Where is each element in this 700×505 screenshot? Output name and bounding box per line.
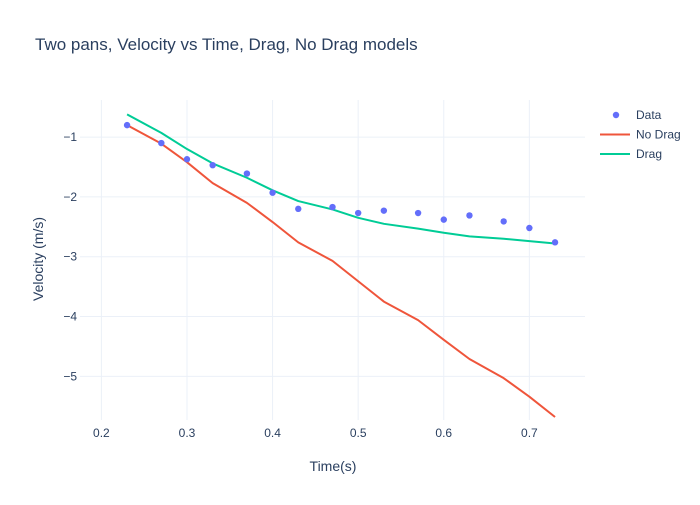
series-line-no-drag [126, 124, 556, 418]
data-point-data [123, 121, 131, 129]
legend[interactable]: Data No Drag Drag [600, 108, 681, 161]
x-tick-label: 0.3 [179, 426, 196, 440]
y-tick-label: −5 [63, 369, 77, 383]
legend-item-no-drag[interactable]: No Drag [600, 128, 681, 142]
y-axis-label: Velocity (m/s) [30, 217, 46, 301]
x-tick-label: 0.7 [521, 426, 538, 440]
axis-layer: 0.2 0.3 0.4 0.5 0.6 0.7 −1 −2 −3 −4 −5 [63, 130, 538, 440]
legend-swatch-data [612, 111, 620, 119]
x-tick-label: 0.6 [435, 426, 452, 440]
x-tick-label: 0.4 [264, 426, 281, 440]
legend-label-no-drag: No Drag [636, 128, 681, 142]
legend-item-data[interactable]: Data [612, 108, 662, 122]
y-tick-label: −3 [63, 250, 77, 264]
data-point-data [526, 224, 533, 232]
data-point-data [295, 205, 302, 213]
data-point-data [158, 139, 165, 147]
data-point-data [209, 161, 216, 169]
data-point-data [551, 239, 559, 246]
grid-layer [80, 100, 585, 420]
y-tick-label: −2 [63, 190, 77, 204]
data-point-data [354, 209, 362, 217]
data-point-data [329, 203, 336, 211]
data-point-data [269, 189, 276, 196]
y-tick-label: −1 [63, 130, 77, 144]
data-point-data [466, 212, 473, 219]
x-tick-label: 0.5 [350, 426, 367, 440]
data-point-data [243, 170, 251, 177]
data-point-data [500, 218, 507, 225]
data-point-data [414, 209, 422, 217]
y-tick-label: −4 [63, 310, 77, 324]
x-tick-label: 0.2 [93, 426, 110, 440]
data-point-data [183, 156, 191, 163]
series-line-drag [126, 113, 556, 245]
legend-item-drag[interactable]: Drag [600, 147, 662, 161]
data-point-data [440, 216, 447, 223]
legend-label-data: Data [636, 108, 662, 122]
legend-label-drag: Drag [636, 147, 662, 161]
series-layer [123, 113, 559, 418]
data-point-data [380, 207, 388, 214]
chart-title: Two pans, Velocity vs Time, Drag, No Dra… [35, 35, 418, 54]
x-axis-label: Time(s) [310, 458, 357, 474]
